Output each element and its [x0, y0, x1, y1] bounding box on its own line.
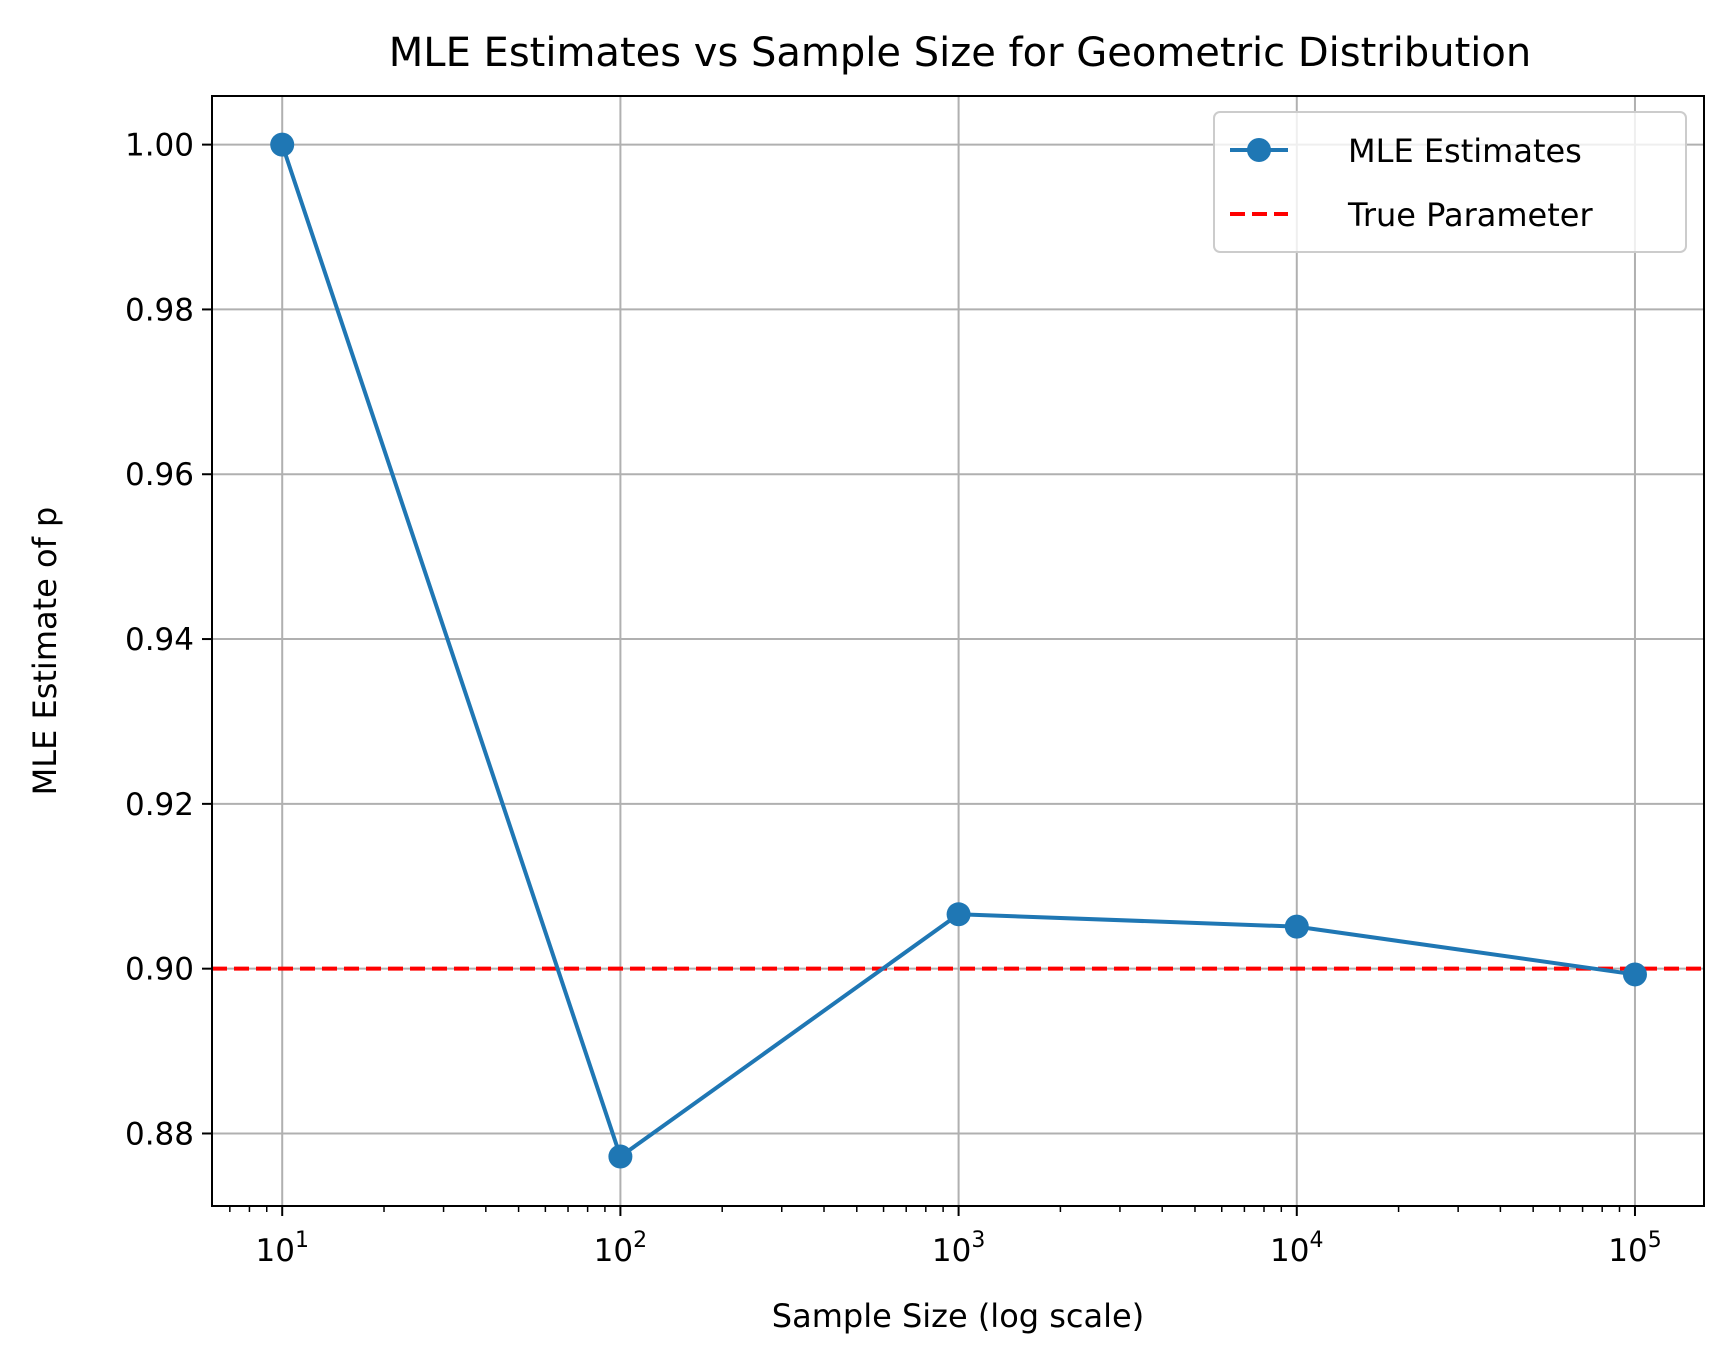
y-tick-label: 0.98	[125, 292, 194, 328]
y-tick-label: 1.00	[125, 128, 194, 164]
x-tick-label: 102	[594, 1228, 647, 1269]
x-tick-label: 104	[1270, 1228, 1323, 1269]
legend-marker-mle	[1247, 138, 1271, 162]
x-tick-label: 101	[255, 1228, 308, 1269]
legend: MLE Estimates True Parameter	[1213, 111, 1687, 253]
x-tick-label: 103	[932, 1228, 985, 1269]
chart-title: MLE Estimates vs Sample Size for Geometr…	[389, 30, 1531, 76]
grid-lines	[212, 96, 1704, 1206]
y-tick-label: 0.94	[125, 622, 194, 658]
y-tick-label: 0.90	[125, 952, 194, 988]
mle-estimate-point	[270, 132, 295, 157]
data-series	[270, 132, 1647, 1169]
mle-estimate-point	[946, 902, 971, 927]
legend-box	[1213, 111, 1687, 253]
x-axis-title: Sample Size (log scale)	[772, 1297, 1144, 1335]
mle-estimate-point	[1284, 914, 1309, 939]
legend-label-mle: MLE Estimates	[1348, 132, 1582, 170]
legend-label-true: True Parameter	[1347, 196, 1593, 234]
mle-estimate-point	[1622, 962, 1647, 987]
mle-estimate-point	[608, 1144, 633, 1169]
y-tick-label: 0.88	[125, 1116, 194, 1152]
axes: 101 102 103 104 105 0.88 0.90 0.92 0.94 0.96 0.98 1…	[125, 128, 1662, 1269]
y-tick-label: 0.96	[125, 457, 194, 493]
x-tick-label: 105	[1608, 1228, 1661, 1269]
y-tick-label: 0.92	[125, 787, 194, 823]
y-axis-title: MLE Estimate of p	[26, 507, 64, 796]
